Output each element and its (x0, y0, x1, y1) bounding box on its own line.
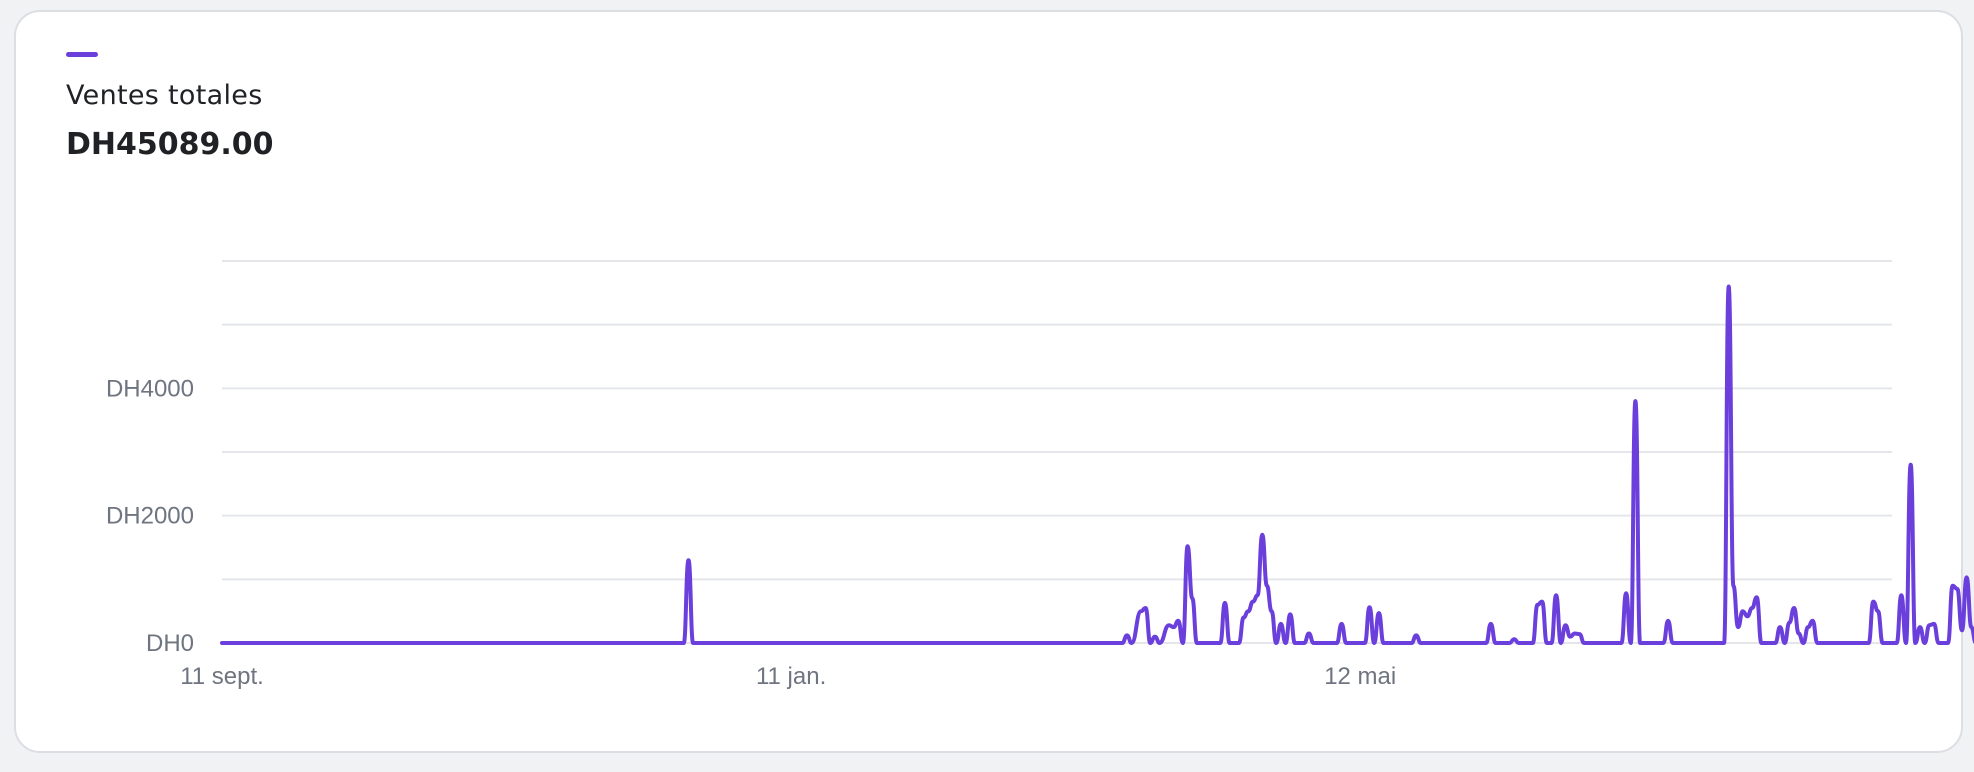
x-axis-ticks: 11 sept. 11 jan. 12 mai (180, 663, 1396, 690)
chart-series (220, 284, 1974, 646)
series-line (220, 284, 1974, 646)
x-tick-label: 11 jan. (756, 663, 826, 690)
x-tick-label: 12 mai (1324, 663, 1396, 690)
y-tick-label: DH2000 (106, 503, 194, 530)
chart-gridlines (222, 260, 1892, 644)
y-tick-label: DH4000 (106, 375, 194, 402)
metric-label: Ventes totales (66, 80, 263, 111)
series-legend-swatch (66, 52, 98, 57)
y-axis-ticks: DH0 DH2000 DH4000 (106, 375, 194, 657)
x-tick-label: 11 sept. (180, 663, 264, 690)
y-tick-label: DH0 (146, 630, 194, 657)
metric-value: DH45089.00 (66, 127, 274, 162)
